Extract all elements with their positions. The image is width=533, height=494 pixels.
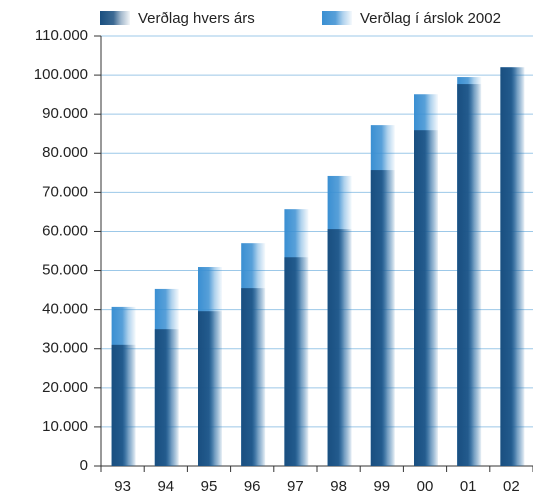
- bar: [370, 170, 395, 466]
- y-tick-label: 40.000: [42, 301, 88, 318]
- y-tick-label: 50.000: [42, 262, 88, 279]
- y-tick-label: 20.000: [42, 379, 88, 396]
- x-tick-label: 98: [330, 478, 347, 494]
- x-tick-label: 00: [417, 478, 434, 494]
- legend-label: Verðlag í árslok 2002: [360, 10, 501, 27]
- legend-label: Verðlag hvers árs: [138, 10, 255, 27]
- y-tick-label: 80.000: [42, 144, 88, 161]
- bar: [284, 257, 309, 466]
- x-tick-label: 97: [287, 478, 304, 494]
- y-tick-label: 100.000: [34, 66, 88, 83]
- legend-swatch: [322, 11, 352, 25]
- bar: [327, 229, 352, 466]
- x-tick-label: 95: [201, 478, 218, 494]
- y-tick-label: 10.000: [42, 418, 88, 435]
- x-tick-label: 01: [460, 478, 477, 494]
- bar: [241, 288, 266, 466]
- bar: [500, 67, 525, 466]
- x-tick-label: 93: [114, 478, 131, 494]
- y-tick-label: 70.000: [42, 183, 88, 200]
- x-tick-label: 94: [157, 478, 174, 494]
- x-tick-label: 99: [373, 478, 390, 494]
- y-tick-label: 110.000: [35, 27, 88, 44]
- bar: [111, 344, 136, 466]
- bar: [154, 329, 179, 466]
- y-tick-label: 90.000: [42, 105, 88, 122]
- bar: [198, 311, 222, 466]
- bar: [457, 84, 482, 466]
- x-tick-label: 02: [503, 478, 520, 494]
- x-tick-label: 96: [244, 478, 261, 494]
- legend-swatch: [100, 11, 130, 25]
- y-tick-label: 60.000: [42, 222, 88, 239]
- y-tick-label: 0: [80, 457, 88, 474]
- bar: [414, 130, 438, 466]
- y-tick-label: 30.000: [42, 340, 88, 357]
